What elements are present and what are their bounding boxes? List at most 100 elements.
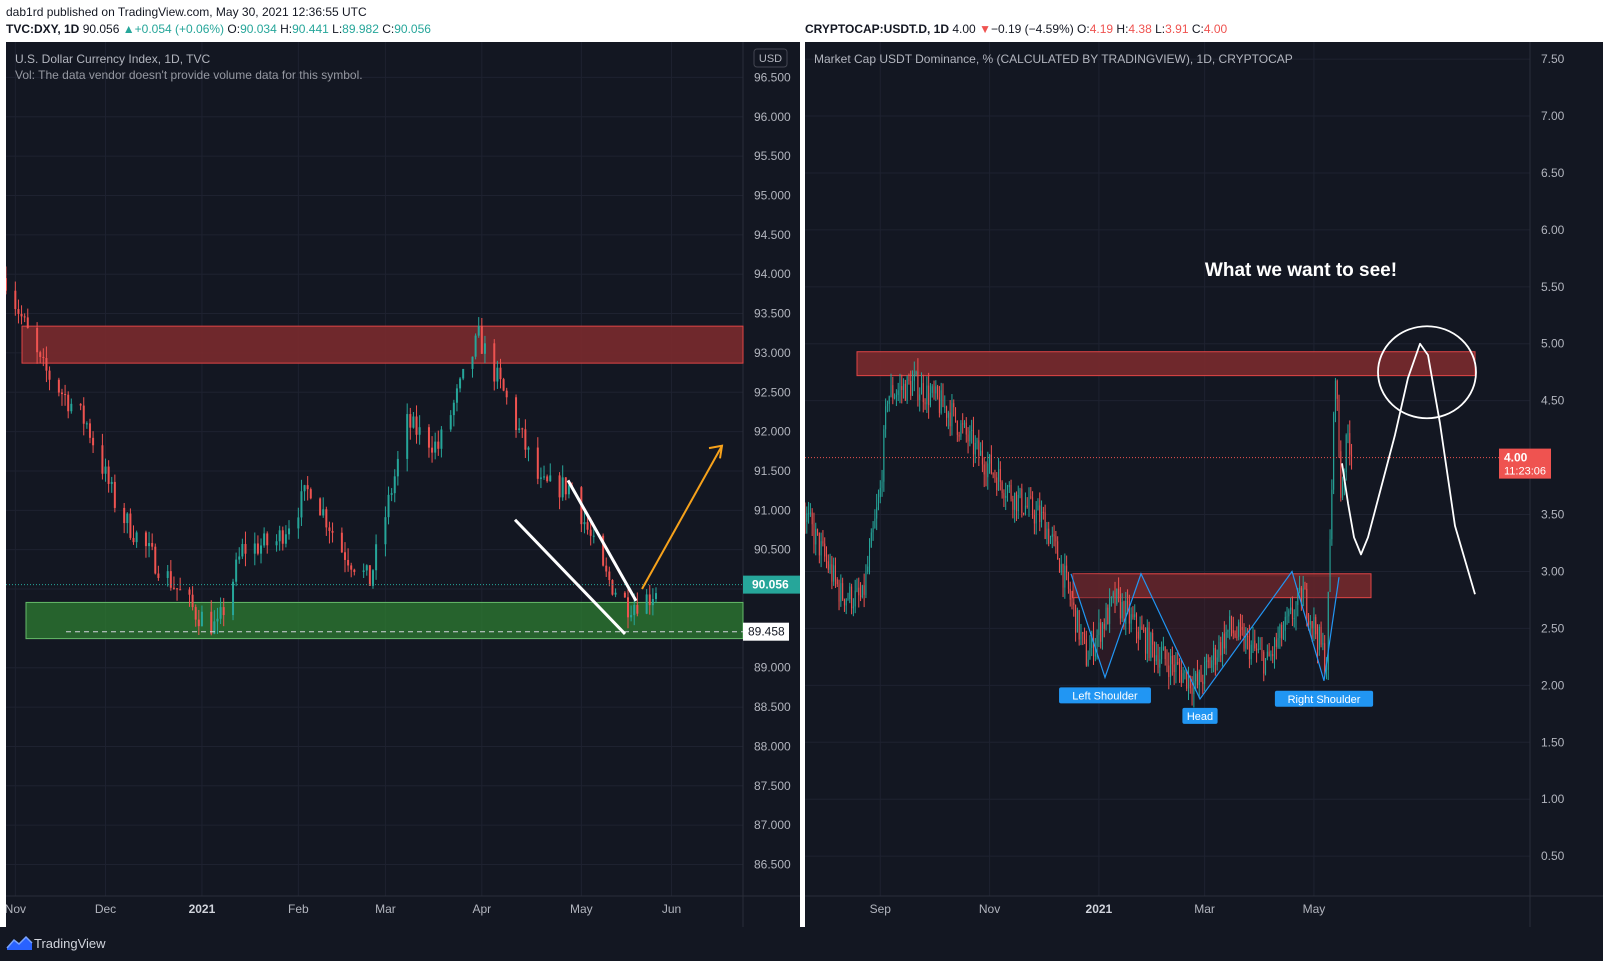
- candle-body: [521, 428, 524, 430]
- candle-body: [1093, 634, 1095, 657]
- candle-body: [1274, 639, 1276, 657]
- candle-body: [110, 481, 113, 484]
- candle-body: [1211, 660, 1213, 668]
- candle-body: [144, 532, 147, 547]
- candle-body: [390, 493, 393, 495]
- candle-body: [831, 564, 833, 582]
- candle-body: [827, 561, 829, 570]
- candle-body: [1336, 380, 1338, 399]
- candle-body: [1067, 572, 1069, 589]
- candle-body: [1048, 528, 1050, 544]
- candle-body: [824, 543, 826, 557]
- candle-body: [1014, 492, 1016, 510]
- head-and-shoulders-pattern: Left Shoulder Head Right Shoulder: [1059, 570, 1374, 724]
- candle-body: [1039, 505, 1041, 523]
- candle-body: [1085, 639, 1087, 666]
- candle-body: [26, 317, 29, 328]
- candle-body: [79, 403, 82, 406]
- candle-body: [817, 529, 819, 533]
- candle-body: [256, 543, 259, 554]
- candle-body: [1334, 380, 1336, 414]
- candle-body: [1257, 648, 1259, 651]
- dxy-chart-panel[interactable]: 96.500 96.000 95.500 95.000 94.500 94.000 93.5…: [5, 42, 800, 927]
- candle-body: [1003, 493, 1005, 498]
- price-tick-label: 87.000: [754, 818, 791, 832]
- candle-body: [630, 615, 633, 618]
- candle-body: [946, 406, 948, 418]
- candle-body: [1105, 607, 1107, 629]
- candle-body: [1250, 644, 1252, 660]
- candle-body: [815, 529, 817, 545]
- candle-body: [955, 407, 957, 422]
- price-tick-label: 86.500: [754, 858, 791, 872]
- candle-body: [343, 552, 346, 560]
- candle-body: [126, 513, 129, 524]
- candle-body: [415, 416, 418, 435]
- usdt-grid: [768, 42, 1530, 896]
- candle-body: [1302, 588, 1304, 606]
- candle-body: [1152, 633, 1154, 645]
- dxy-price-axis[interactable]: [743, 42, 800, 927]
- candle-body: [1315, 617, 1317, 635]
- candle-body: [1021, 488, 1023, 514]
- tradingview-brand[interactable]: TradingView: [34, 936, 106, 951]
- candle-body: [1266, 651, 1268, 659]
- candle-body: [238, 556, 241, 560]
- candle-body: [434, 441, 437, 453]
- candle-body: [300, 491, 303, 518]
- candle-body: [608, 571, 611, 581]
- candle-body: [1136, 614, 1138, 632]
- candle-body: [885, 406, 887, 430]
- candle-body: [1041, 511, 1043, 523]
- candle-body: [524, 429, 527, 450]
- right-low: 3.91: [1165, 22, 1189, 36]
- candle-body: [1230, 616, 1232, 631]
- candle-body: [1239, 622, 1241, 627]
- candle-body: [449, 415, 452, 430]
- candle-body: [1064, 565, 1066, 588]
- candle-body: [833, 565, 835, 582]
- candle-body: [1234, 633, 1236, 637]
- candle-body: [536, 447, 539, 479]
- candle-body: [499, 367, 502, 380]
- countdown-label: 11:23:06: [1504, 466, 1546, 478]
- candle-body: [942, 390, 944, 408]
- candle-body: [636, 604, 639, 614]
- candle-body: [605, 565, 608, 572]
- candle-body: [852, 606, 854, 609]
- candle-body: [564, 477, 567, 495]
- candle-body: [418, 427, 421, 435]
- candle-body: [813, 524, 815, 545]
- price-tick-label: 2.50: [1541, 621, 1565, 635]
- right-symbol-info: CRYPTOCAP:USDT.D, 1D 4.00 ▼−0.19 (−4.59%…: [805, 22, 1228, 36]
- candle-body: [602, 535, 605, 566]
- candle-body: [1195, 673, 1197, 682]
- candle-body: [48, 370, 51, 380]
- candle-body: [1220, 642, 1222, 656]
- dxy-title: U.S. Dollar Currency Index, 1D, TVC: [15, 52, 211, 66]
- candle-body: [281, 530, 284, 544]
- price-tick-label: 6.00: [1541, 223, 1565, 237]
- candle-body: [651, 599, 654, 606]
- candle-body: [1186, 670, 1188, 689]
- price-tick-label: 94.500: [754, 228, 791, 242]
- candle-body: [1342, 482, 1344, 498]
- usdt-chart-svg[interactable]: Left Shoulder Head Right Shoulder 7.50 7.00…: [761, 42, 1603, 927]
- candle-body: [1008, 485, 1010, 488]
- candle-body: [1277, 637, 1279, 647]
- candle-body: [1116, 588, 1118, 605]
- price-tick-label: 87.500: [754, 779, 791, 793]
- candle-body: [611, 580, 614, 595]
- candle-body: [996, 477, 998, 491]
- usdt-dominance-chart-panel[interactable]: Left Shoulder Head Right Shoulder 7.50 7.00…: [761, 42, 1603, 927]
- left-change: +0.054 (+0.06%): [134, 22, 225, 36]
- price-tag-label: 4.00: [1504, 451, 1528, 465]
- dxy-candles: [5, 266, 657, 636]
- dxy-chart-svg[interactable]: 96.500 96.000 95.500 95.000 94.500 94.000 93.5…: [5, 42, 800, 927]
- candle-body: [1347, 433, 1349, 435]
- candle-body: [260, 545, 263, 554]
- candle-body: [188, 589, 191, 595]
- currency-badge[interactable]: [753, 48, 788, 68]
- candle-body: [1042, 511, 1044, 513]
- candle-body: [412, 416, 415, 428]
